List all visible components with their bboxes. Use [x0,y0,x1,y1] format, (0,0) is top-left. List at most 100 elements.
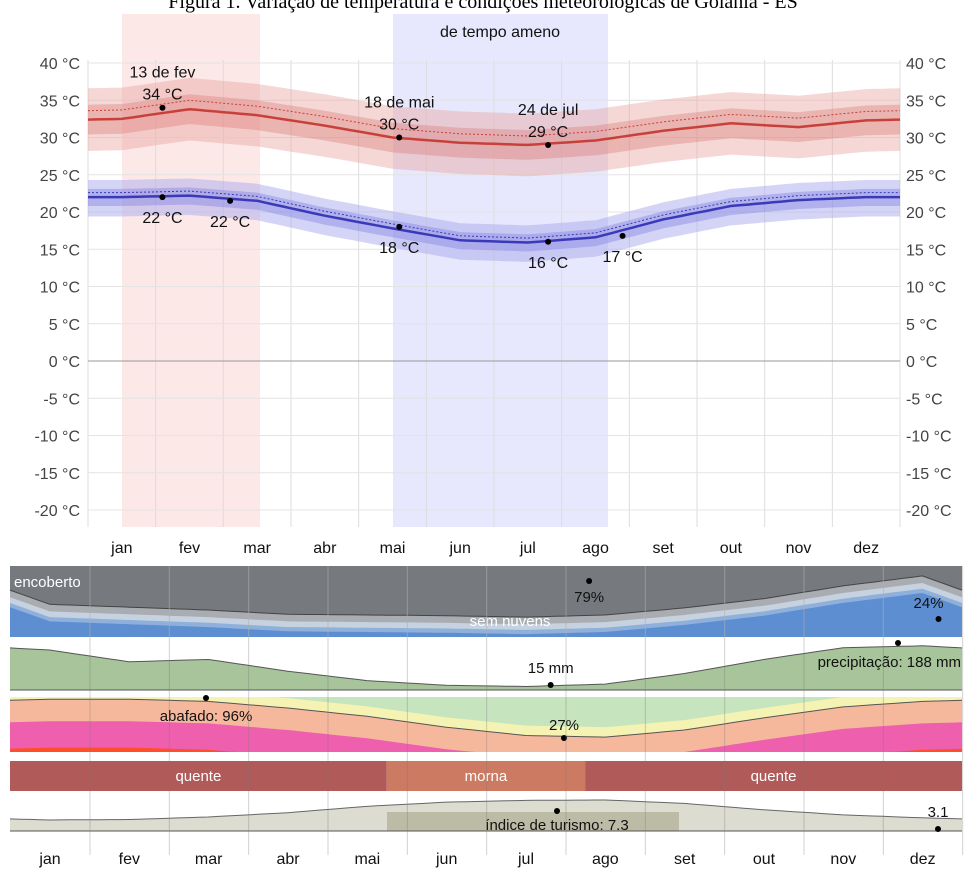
cloud-value-label: 24% [914,595,944,612]
max-temp-dotted-line [87,99,901,137]
precipitation-area [10,645,962,690]
min-temp-inner-band [88,187,900,252]
annotation-date: 24 de jul [518,102,579,119]
humidity-dot [561,735,567,741]
month-label-top: abr [313,540,337,557]
y-tick-left: -5 °C [43,391,80,408]
y-tick-left: 40 °C [40,56,80,73]
y-tick-left: 30 °C [40,131,80,148]
tourism-min-label: 3.1 [928,804,949,821]
month-label-top: nov [786,540,812,557]
y-tick-left: 15 °C [40,242,80,259]
precipitation-dot [895,640,901,646]
humidity-oppressive-area [10,747,962,752]
annotation-value: 16 °C [528,255,568,272]
y-tick-right: -15 °C [906,466,952,483]
tourism-dot [935,826,941,832]
humidity-min-label: 27% [549,717,579,734]
month-label-bottom: abr [276,851,300,868]
tourism-best-period [387,812,679,831]
y-tick-left: 5 °C [49,317,80,334]
tourism-panel: índice de turismo: 7.3 3.1 jan fev mar abr mai… [9,566,964,868]
month-label-top: fev [179,540,200,557]
month-label-top: out [720,540,743,557]
y-tick-right: -20 °C [906,503,952,520]
month-label-top: mar [243,540,271,557]
month-label-top: ago [582,540,609,557]
annotation-dot [396,223,403,230]
feel-segment [10,761,387,791]
y-tick-left: -10 °C [34,429,80,446]
cloud-line [9,575,963,618]
temperature-panel: de tempo ameno 40 °C 40 °C 35 °C 35 °C 30 °C 3… [34,14,952,557]
annotation-dot [545,238,552,245]
tourism-line [9,799,963,821]
month-label-bottom: dez [910,851,936,868]
y-tick-left: 0 °C [49,354,80,371]
humidity-dot [203,695,209,701]
feel-segment-label: quente [175,768,221,785]
annotation-dot [159,104,166,111]
tourism-dot [554,808,560,814]
humidity-panel: abafado: 96% 27% [9,695,963,752]
annotation-value: 29 °C [528,124,568,141]
y-tick-left: 10 °C [40,280,80,297]
annotation-value: 30 °C [379,117,419,134]
y-tick-left: 25 °C [40,168,80,185]
y-tick-left: -20 °C [34,503,80,520]
y-tick-left: -15 °C [34,466,80,483]
cloud-value-label: 79% [574,589,604,606]
mild-season-label: de tempo ameno [440,24,560,41]
precipitation-dot [547,682,554,688]
month-label-bottom: out [753,851,776,868]
precipitation-panel: 15 mm precipitação: 188 mm [9,640,963,691]
y-tick-left: 35 °C [40,93,80,110]
min-temp-outer-band [88,178,900,262]
cloud-overcast-label: encoberto [14,574,81,591]
annotation-dot [545,141,552,148]
mild-season-band [393,14,608,527]
y-tick-left: 20 °C [40,205,80,222]
y-tick-right: 20 °C [906,205,946,222]
month-label-top: jun [448,540,470,557]
humidity-max-label: abafado: 96% [160,708,253,725]
month-label-top: set [652,540,674,557]
month-label-bottom: mar [195,851,223,868]
y-tick-right: 10 °C [906,280,946,297]
precipitation-line [9,645,963,688]
cloud-dot [935,616,942,622]
y-tick-right: 0 °C [906,354,937,371]
cloud-dot [586,578,593,584]
annotation-value: 22 °C [142,210,182,227]
month-label-top: jul [519,540,536,557]
annotation-dot [396,134,403,141]
feel-segment [386,761,586,791]
month-label-bottom: jan [38,851,60,868]
max-temp-inner-band [88,94,900,160]
feel-segment [585,761,962,791]
y-tick-right: 35 °C [906,93,946,110]
annotation-dot [619,232,626,239]
humidity-muggy-area [10,721,962,752]
annotation-dot [159,194,166,201]
max-temp-line [87,107,901,147]
annotation-value: 34 °C [142,87,182,104]
annotation-date: 13 de fev [130,65,196,82]
month-label-top: jan [110,540,132,557]
min-temp-line [88,194,900,244]
y-tick-right: 40 °C [906,56,946,73]
month-label-top: dez [853,540,879,557]
figure-caption: Figura 1. Variação de temperatura e cond… [168,0,798,13]
precipitation-min-label: 15 mm [528,660,574,677]
y-tick-right: -10 °C [906,429,952,446]
feel-segment-label: quente [751,768,797,785]
max-temp-outer-band [88,77,900,177]
month-label-bottom: set [674,851,696,868]
cloud-clear-label: sem nuvens [470,613,551,630]
precipitation-max-label: precipitação: 188 mm [818,654,961,671]
annotation-value: 22 °C [210,214,250,231]
cloud-clear-area [10,593,962,637]
month-label-bottom: jul [517,851,534,868]
feel-panel: quente morna quente [10,761,962,791]
